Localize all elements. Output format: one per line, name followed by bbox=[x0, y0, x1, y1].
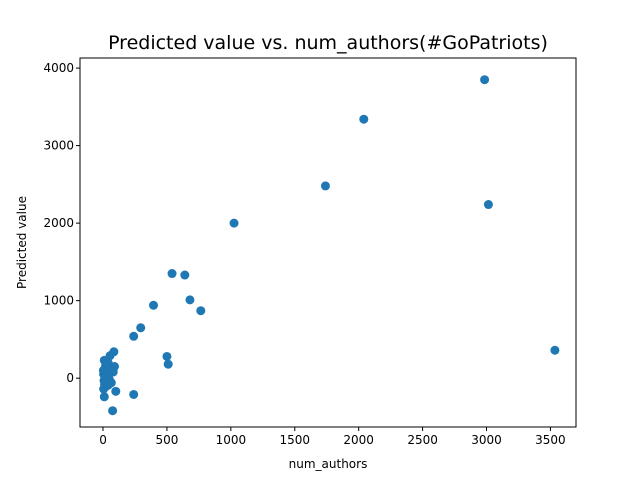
y-tick-label: 0 bbox=[66, 371, 74, 385]
x-tick-label: 1000 bbox=[216, 433, 247, 447]
data-point bbox=[163, 359, 173, 369]
data-point bbox=[320, 181, 330, 191]
x-axis: 0 500 1000 1500 2000 2500 3000 3500 bbox=[99, 427, 566, 447]
x-axis-label: num_authors bbox=[289, 457, 368, 471]
data-point bbox=[196, 306, 206, 316]
axes-frame bbox=[79, 57, 577, 428]
x-tick-label: 3500 bbox=[535, 433, 566, 447]
plot-area bbox=[98, 75, 560, 416]
data-point bbox=[185, 295, 195, 305]
data-point bbox=[99, 392, 109, 402]
y-tick-label: 2000 bbox=[43, 216, 74, 230]
y-axis: 0 1000 2000 3000 4000 bbox=[43, 61, 80, 385]
y-tick-label: 4000 bbox=[43, 61, 74, 75]
data-point bbox=[111, 386, 121, 396]
y-tick-label: 3000 bbox=[43, 139, 74, 153]
data-point bbox=[108, 367, 118, 377]
x-tick-label: 2500 bbox=[407, 433, 438, 447]
x-tick-label: 500 bbox=[155, 433, 178, 447]
data-point bbox=[149, 300, 159, 310]
x-tick-label: 2000 bbox=[343, 433, 374, 447]
data-point bbox=[229, 218, 239, 228]
data-point bbox=[98, 365, 108, 375]
data-point bbox=[99, 384, 109, 394]
data-point bbox=[162, 351, 172, 361]
data-point bbox=[483, 200, 493, 210]
data-point bbox=[359, 114, 369, 124]
data-point bbox=[480, 75, 490, 85]
y-tick-label: 1000 bbox=[43, 294, 74, 308]
data-point bbox=[136, 323, 146, 333]
x-tick-label: 0 bbox=[99, 433, 107, 447]
data-point bbox=[167, 269, 177, 279]
data-point bbox=[129, 331, 139, 341]
x-tick-label: 1500 bbox=[279, 433, 310, 447]
data-point bbox=[129, 389, 139, 399]
data-point bbox=[108, 406, 118, 416]
x-tick-label: 3000 bbox=[471, 433, 502, 447]
data-point bbox=[180, 270, 190, 280]
chart-title: Predicted value vs. num_authors(#GoPatri… bbox=[108, 32, 548, 54]
data-point bbox=[550, 345, 560, 355]
y-axis-label: Predicted value bbox=[15, 196, 29, 289]
